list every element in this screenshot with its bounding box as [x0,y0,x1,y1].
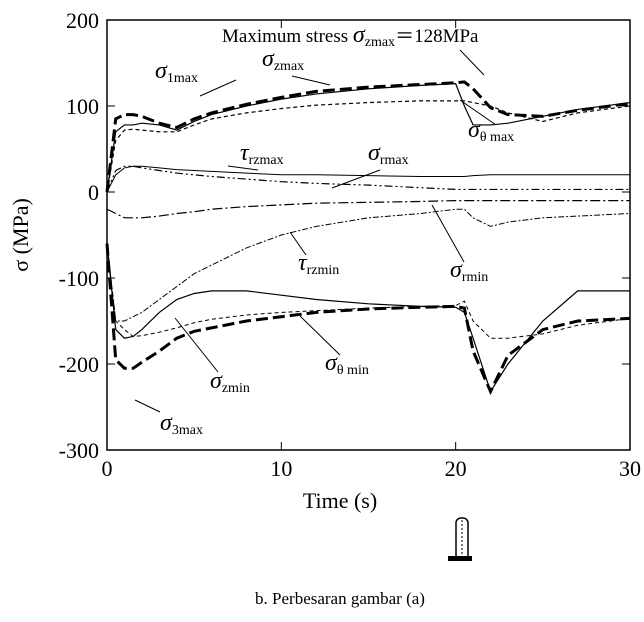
series-line [106,200,630,219]
annotation: σ3max [160,410,203,438]
annotation-symbol: τ [240,140,250,166]
x-axis-label: Time (s) [303,488,377,513]
leader-line [199,79,237,97]
annotation-symbol: τ [298,250,308,276]
y-tick-label: -300 [59,438,99,463]
annotation: Maximum stress σzmax＝128MPa [222,22,479,50]
y-tick-label: 0 [88,180,99,205]
leader-line [459,49,485,76]
leader-line [174,317,219,373]
series-line [106,165,630,193]
y-tick-label: 100 [66,94,99,119]
annotation-text: ＝128MPa [395,26,479,47]
cylinder-icon [448,517,472,561]
y-tick-label: -200 [59,352,99,377]
leader-line [299,315,341,356]
y-tick-label: 200 [66,8,99,33]
annotation-subscript: rzmax [249,153,284,168]
leader-line [431,204,465,263]
annotation-symbol: σ [450,257,463,283]
annotation: σrmin [450,257,488,285]
annotation-subscript: θ max [480,130,514,145]
leader-line [134,399,161,413]
annotation-symbol: σ [325,350,338,376]
series-line [106,208,631,322]
annotation-subscript: zmin [222,381,250,396]
annotation: σθ min [325,350,369,378]
annotation-subscript: rmax [380,153,409,168]
annotation-subscript: rmin [462,270,488,285]
series-line [105,80,631,193]
y-axis-label: σ (MPa) [8,198,33,272]
series-line [106,83,631,193]
leader-line [331,169,381,189]
annotation-subscript: zmax [274,59,304,74]
series-line [105,243,631,396]
y-tick-label: -100 [59,266,99,291]
annotation-subscript: θ min [337,363,369,378]
series-line [106,100,631,193]
annotation: σrmax [368,140,409,168]
annotation: σθ max [468,117,514,145]
annotation: τrzmin [298,250,339,278]
annotation-symbol: σ [155,58,168,84]
series-line [106,165,630,193]
leader-line [289,231,307,256]
annotation-text: Maximum stress [222,26,353,47]
x-tick-label: 10 [270,456,292,481]
annotation: σzmin [210,368,250,396]
plot-frame [106,19,631,451]
caption: b. Perbesaran gambar (a) [255,589,425,608]
annotation-subscript: 3max [172,423,203,438]
x-tick-label: 0 [102,456,113,481]
leader-line [459,99,497,126]
x-tick-label: 20 [445,456,467,481]
annotation: τrzmax [240,140,284,168]
annotation: σ1max [155,58,198,86]
annotation-symbol: σ [210,368,223,394]
series-line [106,243,630,393]
annotation-symbol: σ [368,140,381,166]
annotation-symbol: σ [468,117,481,143]
annotation-symbol: σ [353,22,366,48]
x-tick-label: 30 [619,456,641,481]
annotation: σzmax [262,46,304,74]
annotation-subscript: zmax [365,35,395,50]
annotation-subscript: 1max [167,71,198,86]
series-line [106,243,631,339]
leader-line [291,75,331,86]
leader-line [227,165,259,171]
annotation-symbol: σ [160,410,173,436]
annotation-symbol: σ [262,46,275,72]
annotation-subscript: rzmin [307,263,340,278]
